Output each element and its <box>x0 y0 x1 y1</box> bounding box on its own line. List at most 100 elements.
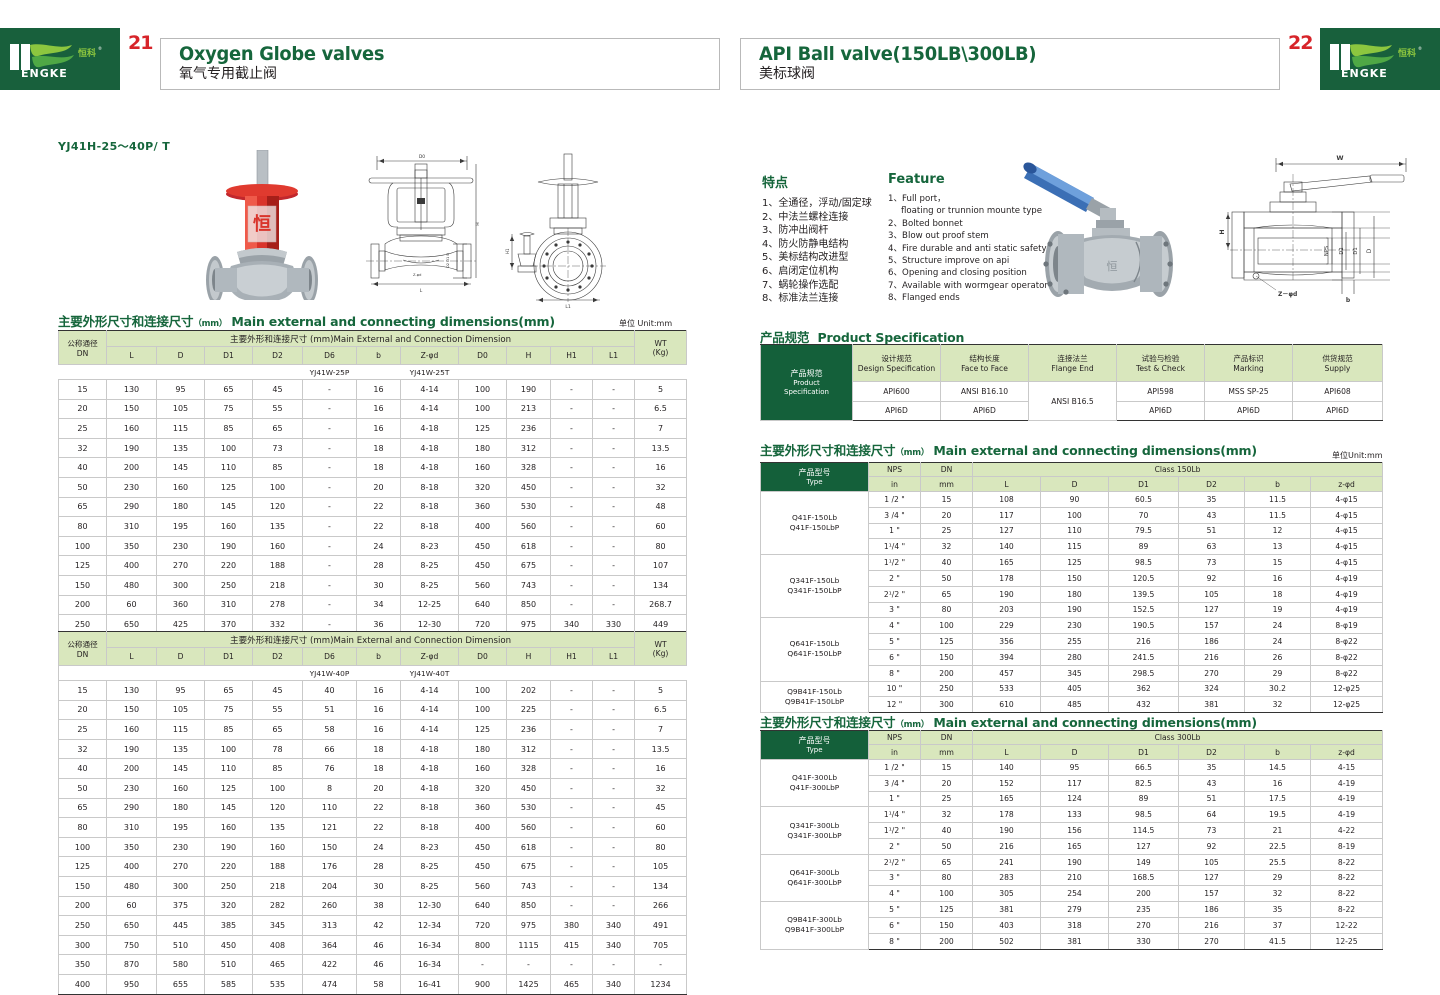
cell-3: 320 <box>204 895 253 917</box>
cell-3: 210 <box>1040 869 1109 887</box>
svg-text:L: L <box>420 288 423 294</box>
cell-7: 4-φ15 <box>1309 506 1384 524</box>
cell-7: 12-30 <box>400 895 459 917</box>
cell-6: 11.5 <box>1244 506 1311 524</box>
cell-5: 43 <box>1178 506 1245 524</box>
cell-0: 6 " <box>868 648 921 666</box>
cell-2: 305 <box>972 885 1041 903</box>
cell-7: 4-18 <box>400 457 459 478</box>
cell-12: 107 <box>634 555 688 576</box>
cell-12: 6.5 <box>634 398 688 420</box>
table-row: 200 60 375 320 282 260 38 12-30 640 850- -266 <box>58 895 688 917</box>
cell-3: 133 <box>1040 806 1109 824</box>
ball-valve-photo: 恒 <box>1000 152 1205 307</box>
dim150-title-mm: （mm） <box>895 448 930 458</box>
table-row: 250 650 445 385 345 313 42 12-34 720 975 380 340 491 <box>58 915 688 936</box>
table-row: Q641F-300Lb Q641F-300LbP 2¹/2 " 65 241 190 149… <box>760 853 1384 903</box>
cell-10: - <box>550 418 593 439</box>
cell-3: 381 <box>1040 932 1109 950</box>
cell-8: 320 <box>458 777 507 799</box>
cell-4: 73 <box>252 437 303 459</box>
cell-11: - <box>591 738 636 760</box>
spec-title: 产品规范 Product Specification <box>760 327 964 346</box>
cell-2: 180 <box>156 496 205 518</box>
cell-5: 364 <box>302 934 357 956</box>
cell-4: 100 <box>252 476 303 498</box>
cell-2: 300 <box>156 574 205 596</box>
dim300-title-mm: （mm） <box>895 720 930 730</box>
features-en-list: 1、Full port， floating or trunnion mounte … <box>888 193 1048 305</box>
cell-0: 1 /2 " <box>868 491 921 508</box>
cell-8: 160 <box>458 457 507 478</box>
col-header-b: b <box>1244 476 1311 492</box>
cell-0: 200 <box>58 895 107 917</box>
cell-1: 15 <box>920 491 973 508</box>
cell-9: 328 <box>506 457 551 478</box>
cell-6: 19 <box>1244 601 1311 619</box>
features-en: Feature 1、Full port， floating or trunnion… <box>888 172 1048 305</box>
cell-0: 5 " <box>868 633 921 650</box>
left-table-title-mm: （mm） <box>193 319 228 329</box>
spec-r2-design: API6D <box>852 400 941 422</box>
cell-11: - <box>591 496 636 518</box>
cell-4: 65 <box>252 418 303 439</box>
cell-9: 850 <box>506 594 551 616</box>
variant-left-2: YJ41W-40P <box>302 665 357 681</box>
cell-7: 8-25 <box>400 856 459 877</box>
table-row: 20 150 105 75 55-16 4-14 100 213- -6.5 <box>58 398 688 420</box>
dim150-title-cn: 主要外形尺寸和连接尺寸 <box>760 443 896 458</box>
cell-9: 1115 <box>506 934 551 956</box>
cell-3: 117 <box>1040 774 1109 792</box>
svg-text:恒科: 恒科 <box>1398 47 1416 59</box>
cell-11: 340 <box>591 915 636 936</box>
cell-1: 100 <box>920 617 973 635</box>
cell-1: 190 <box>106 738 157 760</box>
cell-5: - <box>302 594 357 616</box>
cell-11: - <box>591 719 636 740</box>
table-row: 2 " 50 178 150 120.5 92 16 4-φ19 <box>761 569 1384 587</box>
table-row: 80 310 195 160 135 121 22 8-18 400 560- -60 <box>58 817 688 838</box>
cell-3: 405 <box>1040 680 1109 698</box>
cell-3: 160 <box>204 817 253 838</box>
cell-3: 585 <box>204 973 253 995</box>
svg-text:恒: 恒 <box>1107 260 1118 273</box>
cell-3: 279 <box>1040 901 1109 918</box>
svg-text:ENGKE: ENGKE <box>1341 67 1388 80</box>
cell-0: 8 " <box>868 932 921 950</box>
cell-0: 15 <box>58 379 107 400</box>
cell-5: - <box>302 555 357 576</box>
title-box-left: Oxygen Globe valves 氧气专用截止阀 <box>160 38 720 90</box>
table-row: 12 " 300 610 485 432 381 32 12-φ25 <box>761 696 1384 714</box>
left-table-title-cn: 主要外形尺寸和连接尺寸 <box>58 314 194 329</box>
cell-10: - <box>550 777 593 799</box>
page-number-right: 22 <box>1288 32 1313 54</box>
feature-item-en: 1、Full port， floating or trunnion mounte … <box>888 193 1048 218</box>
page-title-right-cn: 美标球阀 <box>759 66 815 82</box>
cell-5: 35 <box>1178 759 1245 776</box>
cell-7: 8-23 <box>400 535 459 557</box>
cell-6: 16 <box>356 719 401 740</box>
cell-5: 73 <box>1178 822 1245 839</box>
label-h: H <box>1219 229 1226 234</box>
cell-4: 408 <box>252 934 303 956</box>
cell-6: 30 <box>356 875 401 897</box>
cell-11: - <box>591 895 636 917</box>
col-header-l: L <box>972 476 1041 492</box>
cell-2: 216 <box>972 837 1041 855</box>
cell-1: 65 <box>920 585 973 603</box>
model-code-left: YJ41H-25～40P/ T <box>58 140 171 153</box>
cell-6: 24 <box>1244 633 1311 650</box>
cell-2: 533 <box>972 680 1041 698</box>
cell-2: 457 <box>972 664 1041 682</box>
cell-4: 139.5 <box>1108 585 1179 603</box>
cell-4: 149 <box>1108 853 1179 871</box>
cell-1: 20 <box>920 774 973 792</box>
type-group-label: Q641F-150Lb Q641F-150LbP <box>760 617 869 682</box>
cell-1: 60 <box>106 594 157 616</box>
col-header-d2: D2 <box>252 647 303 666</box>
cell-7: 4-14 <box>400 699 459 721</box>
table-row: Q41F-300Lb Q41F-300LbP 1 /2 " 15 140 95 66.5 35… <box>760 758 1384 808</box>
cell-7: 16-41 <box>400 973 459 995</box>
dim150-unit: 单位Unit:mm <box>1332 451 1383 460</box>
col-group-header-1: 主要外形和连接尺寸 (mm)Main External and Connecti… <box>105 330 636 347</box>
